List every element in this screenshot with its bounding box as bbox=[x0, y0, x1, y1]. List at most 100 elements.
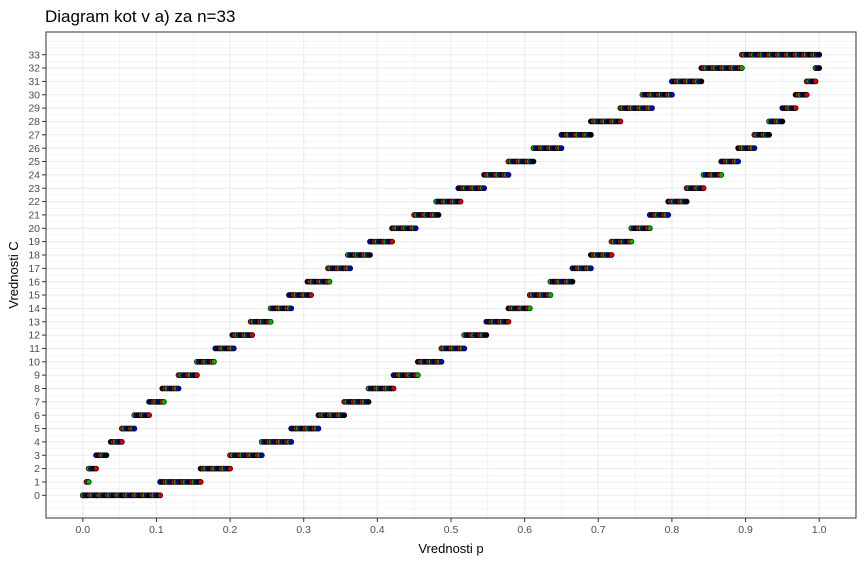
y-axis-ticks: 0123456789101112131415161718192021222324… bbox=[28, 49, 46, 502]
x-tick-label: 0.6 bbox=[517, 524, 532, 536]
y-tick-label: 21 bbox=[28, 210, 40, 222]
data-point bbox=[227, 465, 233, 472]
y-tick-label: 16 bbox=[28, 276, 40, 288]
y-tick-label: 24 bbox=[28, 169, 40, 181]
y-tick-label: 13 bbox=[28, 316, 40, 328]
chart-title: Diagram kot v a) za n=33 bbox=[45, 7, 235, 26]
data-point bbox=[175, 385, 182, 392]
y-tick-label: 1 bbox=[34, 477, 40, 489]
data-point bbox=[461, 345, 468, 352]
y-tick-label: 3 bbox=[34, 450, 40, 462]
data-point bbox=[367, 252, 373, 258]
data-point bbox=[347, 265, 354, 272]
data-point bbox=[194, 372, 200, 379]
data-point bbox=[735, 158, 742, 165]
x-tick-label: 0.1 bbox=[149, 524, 164, 536]
data-point bbox=[617, 118, 624, 125]
data-point bbox=[816, 65, 823, 71]
data-point bbox=[288, 438, 295, 445]
data-point bbox=[341, 412, 348, 419]
data-point bbox=[103, 452, 110, 459]
y-tick-label: 6 bbox=[34, 410, 40, 422]
data-point bbox=[435, 212, 442, 218]
data-point bbox=[483, 332, 490, 338]
data-point bbox=[389, 238, 395, 245]
y-tick-label: 22 bbox=[28, 196, 40, 208]
data-point bbox=[258, 452, 265, 459]
data-points bbox=[45, 31, 857, 519]
y-tick-label: 5 bbox=[34, 423, 40, 435]
data-point bbox=[85, 479, 92, 485]
data-point bbox=[608, 252, 615, 258]
data-point bbox=[588, 265, 594, 272]
data-point bbox=[588, 131, 594, 138]
y-tick-label: 14 bbox=[28, 303, 40, 315]
x-tick-label: 0.5 bbox=[444, 524, 459, 536]
data-point bbox=[326, 278, 333, 285]
y-tick-label: 4 bbox=[34, 436, 40, 448]
data-point bbox=[779, 118, 786, 125]
y-tick-label: 11 bbox=[29, 343, 40, 355]
y-tick-label: 18 bbox=[28, 250, 40, 262]
data-point bbox=[267, 318, 274, 325]
data-point bbox=[160, 398, 167, 405]
y-tick-label: 12 bbox=[28, 330, 40, 342]
data-point bbox=[628, 238, 635, 245]
data-point bbox=[738, 65, 745, 71]
data-point bbox=[249, 332, 256, 338]
data-point bbox=[438, 358, 445, 365]
x-tick-label: 0.7 bbox=[591, 524, 606, 536]
data-point bbox=[698, 78, 705, 85]
y-tick-label: 26 bbox=[28, 143, 40, 155]
y-tick-label: 8 bbox=[34, 383, 40, 395]
y-tick-label: 31 bbox=[28, 76, 40, 88]
data-point bbox=[118, 438, 125, 445]
y-tick-label: 0 bbox=[34, 490, 40, 502]
y-tick-label: 10 bbox=[28, 356, 40, 368]
data-point bbox=[569, 278, 576, 285]
y-tick-label: 19 bbox=[28, 236, 40, 248]
data-point bbox=[146, 412, 152, 419]
grid-lines bbox=[45, 32, 857, 518]
x-tick-label: 0.0 bbox=[76, 524, 91, 536]
data-point bbox=[646, 225, 653, 232]
y-tick-label: 23 bbox=[28, 183, 40, 195]
data-point bbox=[308, 292, 314, 298]
y-tick-label: 30 bbox=[28, 89, 40, 101]
data-point bbox=[315, 425, 322, 432]
data-point bbox=[683, 198, 690, 205]
y-tick-label: 28 bbox=[28, 116, 40, 128]
data-point bbox=[803, 91, 810, 98]
y-tick-label: 25 bbox=[28, 156, 40, 168]
y-tick-label: 29 bbox=[28, 103, 40, 115]
data-point bbox=[197, 479, 204, 485]
y-tick-label: 32 bbox=[28, 63, 40, 75]
data-point bbox=[414, 372, 421, 379]
data-point bbox=[812, 78, 819, 85]
data-point bbox=[669, 91, 675, 98]
data-point bbox=[665, 212, 672, 218]
data-point bbox=[390, 385, 397, 392]
data-point bbox=[558, 145, 565, 152]
data-point bbox=[816, 51, 823, 58]
x-axis-title: Vrednosti p bbox=[418, 541, 483, 556]
x-tick-label: 0.9 bbox=[738, 524, 753, 536]
y-tick-label: 27 bbox=[28, 129, 40, 141]
data-point bbox=[93, 465, 99, 472]
data-point bbox=[751, 145, 758, 152]
y-tick-label: 15 bbox=[28, 290, 40, 302]
data-point bbox=[649, 105, 655, 111]
data-point bbox=[365, 398, 372, 405]
x-tick-label: 1.0 bbox=[812, 524, 827, 536]
data-point bbox=[131, 425, 138, 432]
y-tick-label: 2 bbox=[34, 463, 40, 475]
data-point bbox=[412, 225, 419, 232]
data-point bbox=[288, 305, 295, 312]
data-point bbox=[457, 198, 464, 205]
data-point bbox=[505, 171, 512, 178]
data-point bbox=[547, 292, 554, 298]
y-tick-label: 33 bbox=[28, 49, 40, 61]
data-point bbox=[718, 171, 725, 178]
data-point bbox=[766, 131, 773, 138]
